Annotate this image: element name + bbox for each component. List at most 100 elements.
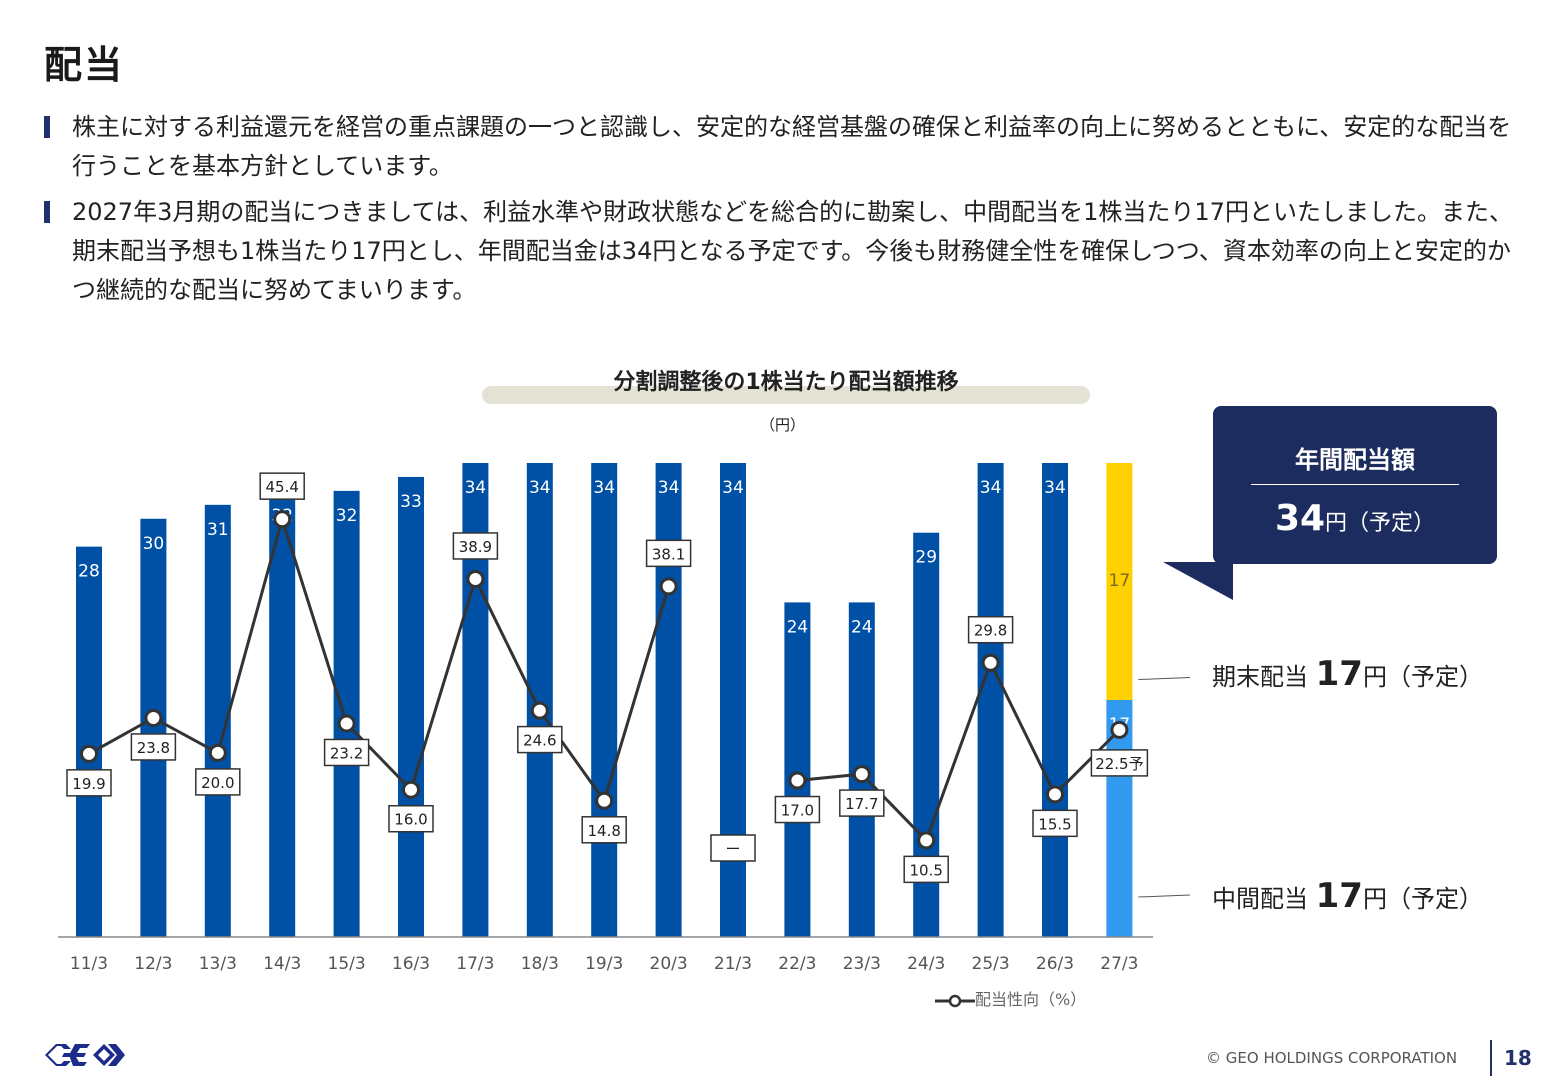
interim-suffix: 円（予定）: [1362, 885, 1483, 913]
dividend-bar: [784, 602, 811, 937]
page-title: 配当: [44, 43, 125, 87]
x-tick-label: 21/3: [714, 954, 752, 974]
payout-ratio-marker: [530, 701, 549, 720]
payout-ratio-label: 38.9: [459, 538, 492, 556]
dividend-bar: [977, 463, 1004, 937]
payout-ratio-label-box: [323, 738, 370, 767]
bar-value-label: 24: [787, 617, 809, 637]
interim-amount: 17: [1315, 876, 1363, 916]
x-tick-label: 26/3: [1036, 954, 1074, 974]
x-tick-label: 24/3: [907, 954, 945, 974]
payout-ratio-label: 17.7: [845, 795, 878, 813]
interim-leader-line: [1138, 894, 1191, 898]
chart-legend: 配当性向（%）: [935, 986, 1086, 1010]
payout-ratio-label: 24.6: [523, 732, 556, 750]
x-tick-label: 13/3: [199, 954, 237, 974]
bullet-policy: 株主に対する利益還元を経営の重点課題の一つと認識し、安定的な経営基盤の確保と利益…: [44, 108, 1524, 186]
chart-title: 分割調整後の1株当たり配当額推移: [613, 370, 959, 395]
payout-ratio-line: [797, 658, 1121, 844]
x-tick-label: 22/3: [778, 954, 816, 974]
payout-ratio-label-box: [710, 834, 756, 862]
x-tick-label: 14/3: [263, 954, 301, 974]
x-tick-label: 12/3: [134, 954, 172, 974]
x-tick-label: 15/3: [328, 954, 366, 974]
payout-ratio-label: 10.5: [909, 861, 942, 879]
bullet-marker: [44, 201, 50, 223]
payout-ratio-marker: [1110, 720, 1129, 739]
x-tick-label: 16/3: [392, 954, 430, 974]
bar-value-label: 24: [851, 617, 873, 637]
payout-ratio-label: 19.9: [72, 775, 105, 793]
callout-pointer: [1163, 562, 1233, 600]
payout-ratio-label-box: [259, 472, 305, 500]
legend-label: 配当性向（%）: [975, 990, 1087, 1009]
payout-ratio-marker: [337, 714, 356, 733]
payout-ratio-label: 20.0: [201, 774, 234, 792]
bar-value-label: 30: [143, 534, 165, 554]
geo-logo-icon: [45, 1044, 125, 1066]
payout-ratio-marker: [1046, 785, 1064, 804]
payout-ratio-label-box: [195, 768, 241, 796]
payout-ratio-marker: [466, 569, 485, 588]
payout-ratio-label: 22.5予: [1095, 755, 1143, 773]
bar-value-label: 33: [400, 492, 422, 512]
payout-ratio-label: 15.5: [1038, 815, 1071, 833]
bar-value-label: 34: [465, 478, 487, 498]
dividend-bar: [398, 476, 424, 937]
footer-copyright: © GEO HOLDINGS CORPORATION: [1206, 1049, 1458, 1067]
bar-value-label: 34: [1044, 478, 1066, 498]
payout-ratio-label: 23.2: [330, 744, 363, 762]
bar-value-label: 29: [915, 548, 937, 568]
payout-ratio-label: 16.0: [394, 811, 427, 829]
dividend-bar: [269, 490, 296, 937]
bullet-text-policy: 株主に対する利益還元を経営の重点課題の一つと認識し、安定的な経営基盤の確保と利益…: [72, 113, 1512, 180]
bar-value-label: 32: [336, 506, 358, 526]
dividend-bar: [526, 463, 553, 937]
payout-ratio-label-box: [1032, 809, 1078, 838]
year-end-value-label: 17: [1109, 571, 1131, 591]
annual-dividend-callout: 年間配当額 34円（予定）: [1213, 406, 1497, 564]
payout-ratio-label: 38.1: [652, 545, 685, 563]
dividend-bar: [140, 518, 167, 937]
bar-value-label: 28: [78, 562, 100, 582]
payout-ratio-marker: [208, 743, 227, 762]
x-tick-label: 19/3: [585, 954, 623, 974]
payout-ratio-label-box: [774, 795, 821, 824]
x-tick-label: 25/3: [972, 954, 1010, 974]
x-tick-label: 17/3: [456, 954, 494, 974]
x-tick-label: 23/3: [843, 954, 881, 974]
payout-ratio-marker: [659, 577, 678, 596]
bar-value-label: 34: [722, 478, 744, 498]
payout-ratio-marker: [788, 771, 807, 790]
year-end-leader-line: [1138, 677, 1191, 680]
bullet-marker: [44, 116, 50, 138]
dividend-bar: [655, 463, 682, 937]
dividend-bar: [76, 546, 102, 937]
bar-value-label: 34: [658, 478, 680, 498]
chart-title-background: [482, 386, 1090, 404]
callout-title: 年間配当額: [1295, 446, 1415, 474]
bar-value-label: 31: [207, 520, 229, 540]
x-tick-label: 11/3: [70, 954, 108, 974]
payout-ratio-label-box: [903, 855, 949, 884]
year-end-forecast-bar: [1106, 463, 1133, 700]
payout-ratio-marker: [852, 765, 871, 784]
bullet-dividend-plan: 2027年3月期の配当につきましては、利益水準や財政状態などを総合的に勘案し、中…: [44, 193, 1524, 310]
payout-ratio-marker: [80, 744, 98, 763]
year-end-suffix: 円（予定）: [1362, 663, 1483, 691]
dividend-bar: [720, 463, 746, 937]
year-end-dividend-label: 期末配当 17円（予定）: [1212, 654, 1483, 694]
payout-ratio-label-box: [967, 615, 1014, 644]
chart-unit-label: （円）: [760, 416, 806, 434]
payout-ratio-label: 23.8: [137, 739, 170, 757]
bar-value-label: 34: [980, 478, 1002, 498]
payout-ratio-line: [88, 513, 671, 805]
bar-value-label: 34: [593, 478, 615, 498]
year-end-prefix: 期末配当: [1212, 663, 1308, 691]
year-end-amount: 17: [1315, 654, 1363, 694]
x-tick-label: 18/3: [521, 954, 559, 974]
payout-ratio-label-box: [517, 725, 563, 754]
interim-prefix: 中間配当: [1212, 885, 1308, 913]
x-tick-label: 27/3: [1100, 954, 1138, 974]
